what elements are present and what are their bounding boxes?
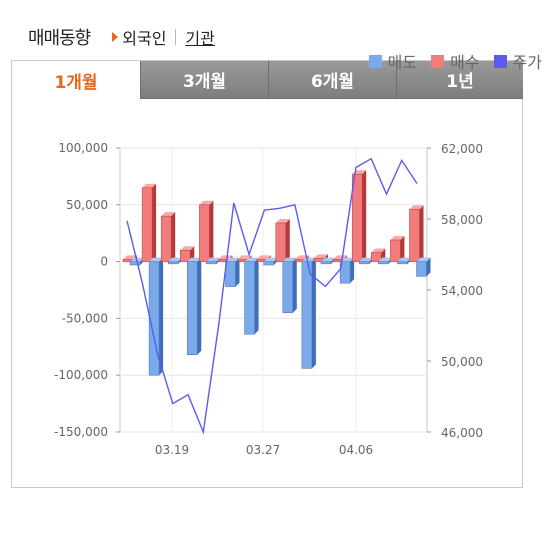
header: 매매동향 외국인 기관 <box>28 22 215 52</box>
legend-swatch-sell <box>368 54 382 68</box>
divider <box>175 29 177 45</box>
legend-label-price: 주가 <box>512 53 542 72</box>
right-tick-label: 58,000 <box>441 213 483 227</box>
x-tick-label: 04.06 <box>339 443 373 457</box>
chart-legend: 매도 매수 주가 <box>355 49 542 73</box>
bar-sell <box>244 257 259 335</box>
legend-item-buy: 매수 <box>431 49 480 73</box>
bar-sell <box>148 257 164 376</box>
arrow-right-icon <box>112 32 119 42</box>
right-tick-label: 46,000 <box>441 426 483 440</box>
x-tick-label: 03.19 <box>155 443 189 457</box>
left-tick-label: 0 <box>100 255 108 269</box>
bar-buy <box>199 200 214 262</box>
left-tick-label: 50,000 <box>66 198 108 212</box>
left-tick-label: -50,000 <box>62 311 108 325</box>
left-tick-label: -100,000 <box>54 368 108 382</box>
bar-sell <box>282 257 297 313</box>
right-tick-label: 50,000 <box>441 355 483 369</box>
legend-label-buy: 매수 <box>450 53 480 72</box>
legend-label-sell: 매도 <box>387 53 418 72</box>
bar-buy <box>409 205 424 262</box>
chart-panel: 1개월 3개월 6개월 1년 <box>11 60 523 488</box>
bar-buy <box>390 236 405 262</box>
bar-buy <box>351 170 367 262</box>
plot-area <box>119 147 428 433</box>
bar-buy <box>275 218 290 262</box>
right-tick-label: 62,000 <box>441 142 483 156</box>
tab-1month[interactable]: 1개월 <box>12 61 140 99</box>
left-tick-label: -150,000 <box>54 425 108 439</box>
x-tick-label: 03.27 <box>246 443 280 457</box>
institution-link[interactable]: 기관 <box>185 29 215 48</box>
bar-sell <box>225 257 240 287</box>
legend-swatch-price <box>493 54 507 68</box>
bar-buy <box>141 183 157 262</box>
left-tick-label: 100,000 <box>58 141 108 155</box>
bar-sell <box>416 257 431 277</box>
bar-sell <box>339 257 355 284</box>
tab-3month[interactable]: 3개월 <box>140 61 268 99</box>
bar-sell <box>187 257 202 356</box>
legend-swatch-buy <box>431 54 445 68</box>
page-title: 매매동향 <box>28 28 91 49</box>
legend-item-sell: 매도 <box>368 49 418 73</box>
period-tabs: 1개월 3개월 6개월 1년 <box>12 61 523 99</box>
foreigner-link[interactable]: 외국인 <box>112 25 166 49</box>
right-tick-label: 54,000 <box>441 284 483 298</box>
price-line <box>126 157 418 435</box>
legend-item-price: 주가 <box>493 49 542 73</box>
tab-6month[interactable]: 6개월 <box>268 61 396 99</box>
bar-sell <box>301 257 316 369</box>
foreigner-link-label: 외국인 <box>122 29 167 48</box>
bar-buy <box>160 212 176 262</box>
